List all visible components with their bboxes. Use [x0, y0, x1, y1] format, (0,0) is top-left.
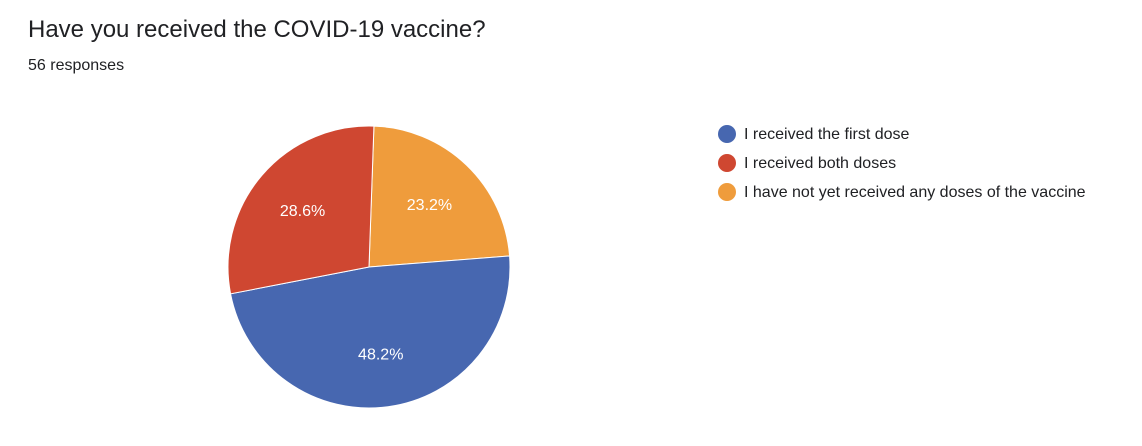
slice-label-1: 28.6%	[280, 203, 325, 220]
legend-swatch-icon	[718, 125, 736, 143]
legend-swatch-icon	[718, 154, 736, 172]
legend-item-0: I received the first dose	[718, 124, 1118, 145]
legend-swatch-icon	[718, 183, 736, 201]
pie-labels: 23.2% 48.2% 28.6%	[280, 197, 452, 364]
legend-label: I have not yet received any doses of the…	[744, 184, 1086, 201]
slice-label-2: 23.2%	[407, 197, 452, 214]
pie-slice-0	[229, 255, 511, 409]
chart-title: Have you received the COVID-19 vaccine?	[28, 16, 486, 43]
legend-item-2: I have not yet received any doses of the…	[718, 182, 1118, 203]
legend-item-1: I received both doses	[718, 153, 1118, 174]
legend-label: I received the first dose	[744, 126, 910, 143]
pie-slice-2	[368, 125, 511, 268]
legend-label: I received both doses	[744, 155, 897, 172]
chart-legend: I received the first dose I received both…	[718, 124, 1118, 211]
pie-slices	[227, 125, 511, 409]
slice-label-0: 48.2%	[358, 347, 403, 364]
pie-slice-1	[227, 125, 375, 295]
response-count: 56 responses	[28, 57, 125, 74]
